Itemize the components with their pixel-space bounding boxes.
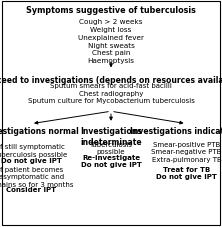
- Text: Tuberculosis
possible: Tuberculosis possible: [89, 142, 133, 155]
- Text: Do not give IPT: Do not give IPT: [81, 162, 141, 168]
- Text: Consider IPT: Consider IPT: [6, 187, 56, 193]
- Text: Investigations
indeterminate: Investigations indeterminate: [80, 127, 142, 146]
- Text: Do not give IPT: Do not give IPT: [1, 158, 61, 164]
- Text: Sputum smears for acid-fast bacilli
Chest radiography
Sputum culture for Mycobac: Sputum smears for acid-fast bacilli Ches…: [28, 83, 194, 104]
- Text: Smear-positive PTB
Smear-negative PTB
Extra-pulmonary TB: Smear-positive PTB Smear-negative PTB Ex…: [151, 142, 222, 163]
- Text: Investigations indicate TB: Investigations indicate TB: [130, 127, 222, 136]
- Text: Treat for TB: Treat for TB: [163, 167, 210, 173]
- Text: Investigations normal: Investigations normal: [0, 127, 78, 136]
- Text: Proceed to investigations (depends on resources available): Proceed to investigations (depends on re…: [0, 76, 222, 85]
- Text: Re-investigate: Re-investigate: [82, 155, 140, 161]
- Text: Symptoms suggestive of tuberculosis: Symptoms suggestive of tuberculosis: [26, 6, 196, 15]
- Text: If patient becomes
asymptomatic and
remains so for 3 months: If patient becomes asymptomatic and rema…: [0, 167, 74, 188]
- Text: Do not give IPT: Do not give IPT: [156, 174, 217, 180]
- Text: If still symptomatic
tuberculosis possible: If still symptomatic tuberculosis possib…: [0, 144, 68, 158]
- Text: Cough > 2 weeks
Weight loss
Unexplained fever
Night sweats
Chest pain
Haemoptysi: Cough > 2 weeks Weight loss Unexplained …: [78, 19, 144, 64]
